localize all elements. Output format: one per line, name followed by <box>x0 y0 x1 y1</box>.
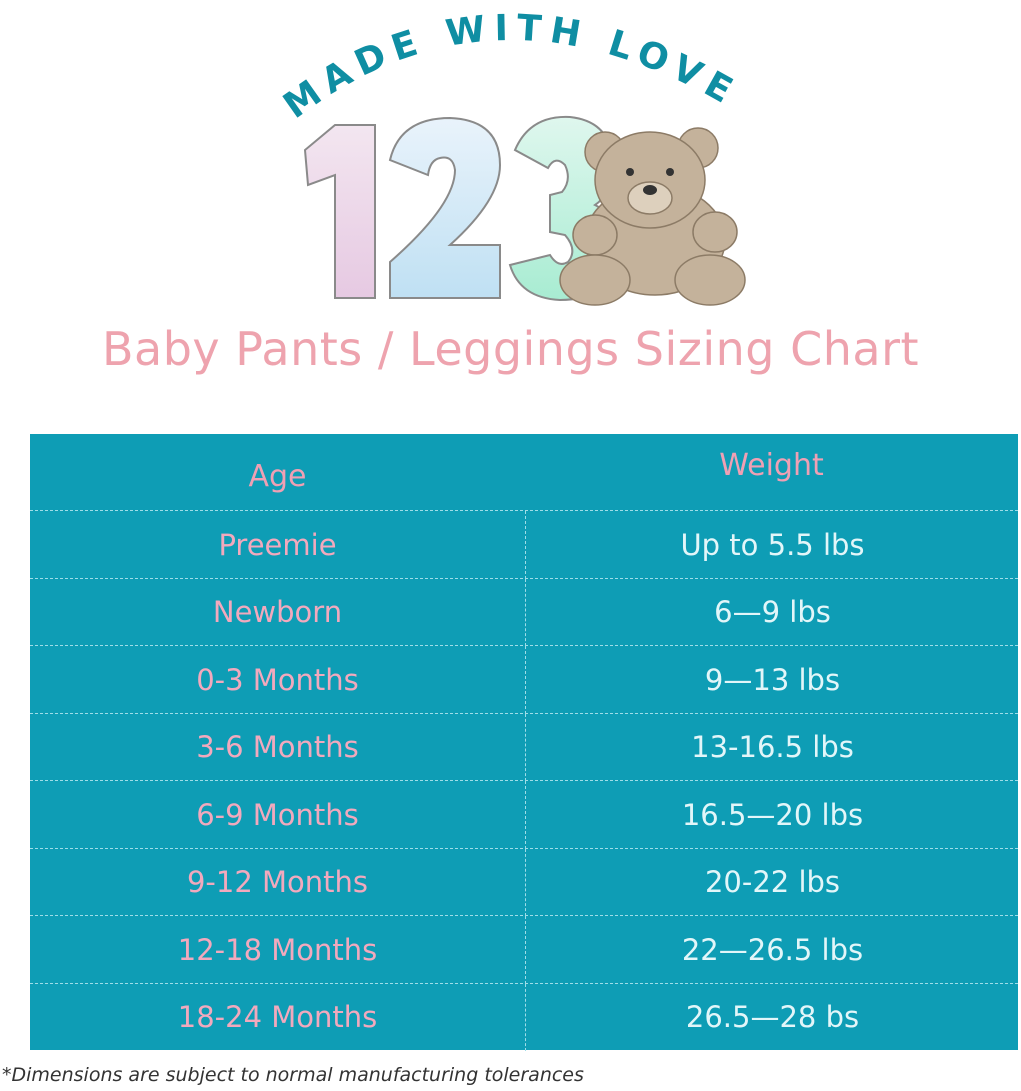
table-row: 3-6 Months 13-16.5 lbs <box>30 712 1019 781</box>
header-age: Age <box>248 458 307 494</box>
age-cell: 9-12 Months <box>186 865 369 900</box>
footnote: *Dimensions are subject to normal manufa… <box>2 1064 584 1086</box>
age-cell: 0-3 Months <box>196 662 359 697</box>
weight-cell: 6—9 lbs <box>525 578 1019 646</box>
age-cell: 3-6 Months <box>196 730 359 765</box>
table-row: 18-24 Months 26.5—28 bs <box>30 982 1019 1051</box>
sizing-table: Age Weight Preemie Up to 5.5 lbs Newborn 6—… <box>30 434 1019 1051</box>
age-cell: Preemie <box>218 527 337 562</box>
page-title: Baby Pants / Leggings Sizing Chart <box>101 322 920 376</box>
table-row: Newborn 6—9 lbs <box>30 577 1019 646</box>
weight-cell: 13-16.5 lbs <box>525 713 1019 781</box>
weight-cell: 16.5—20 lbs <box>525 781 1019 849</box>
weight-cell: 22—26.5 lbs <box>525 916 1019 984</box>
table-row: 12-18 Months 22—26.5 lbs <box>30 915 1018 984</box>
weight-cell: Up to 5.5 lbs <box>525 511 1019 579</box>
age-cell: 18-24 Months <box>177 1000 378 1035</box>
weight-cell: 20-22 lbs <box>525 848 1019 916</box>
table-row: 6-9 Months 16.5—20 lbs <box>30 780 1018 849</box>
table-row: 0-3 Months 9—13 lbs <box>30 645 1018 714</box>
age-cell: 12-18 Months <box>177 932 378 967</box>
weight-cell: 9—13 lbs <box>525 646 1019 714</box>
teddy-bear-icon <box>559 127 746 306</box>
age-cell: Newborn <box>212 595 343 630</box>
table-row: Preemie Up to 5.5 lbs <box>30 510 1018 579</box>
header-weight: Weight <box>719 447 824 483</box>
logo-arc-text: MADE WITH LOVE <box>276 8 746 127</box>
brand-logo: MADE WITH LOVE <box>276 8 746 306</box>
weight-cell: 26.5—28 bs <box>525 983 1019 1051</box>
table-row: 9-12 Months 20-22 lbs <box>30 847 1019 916</box>
age-cell: 6-9 Months <box>196 797 359 832</box>
